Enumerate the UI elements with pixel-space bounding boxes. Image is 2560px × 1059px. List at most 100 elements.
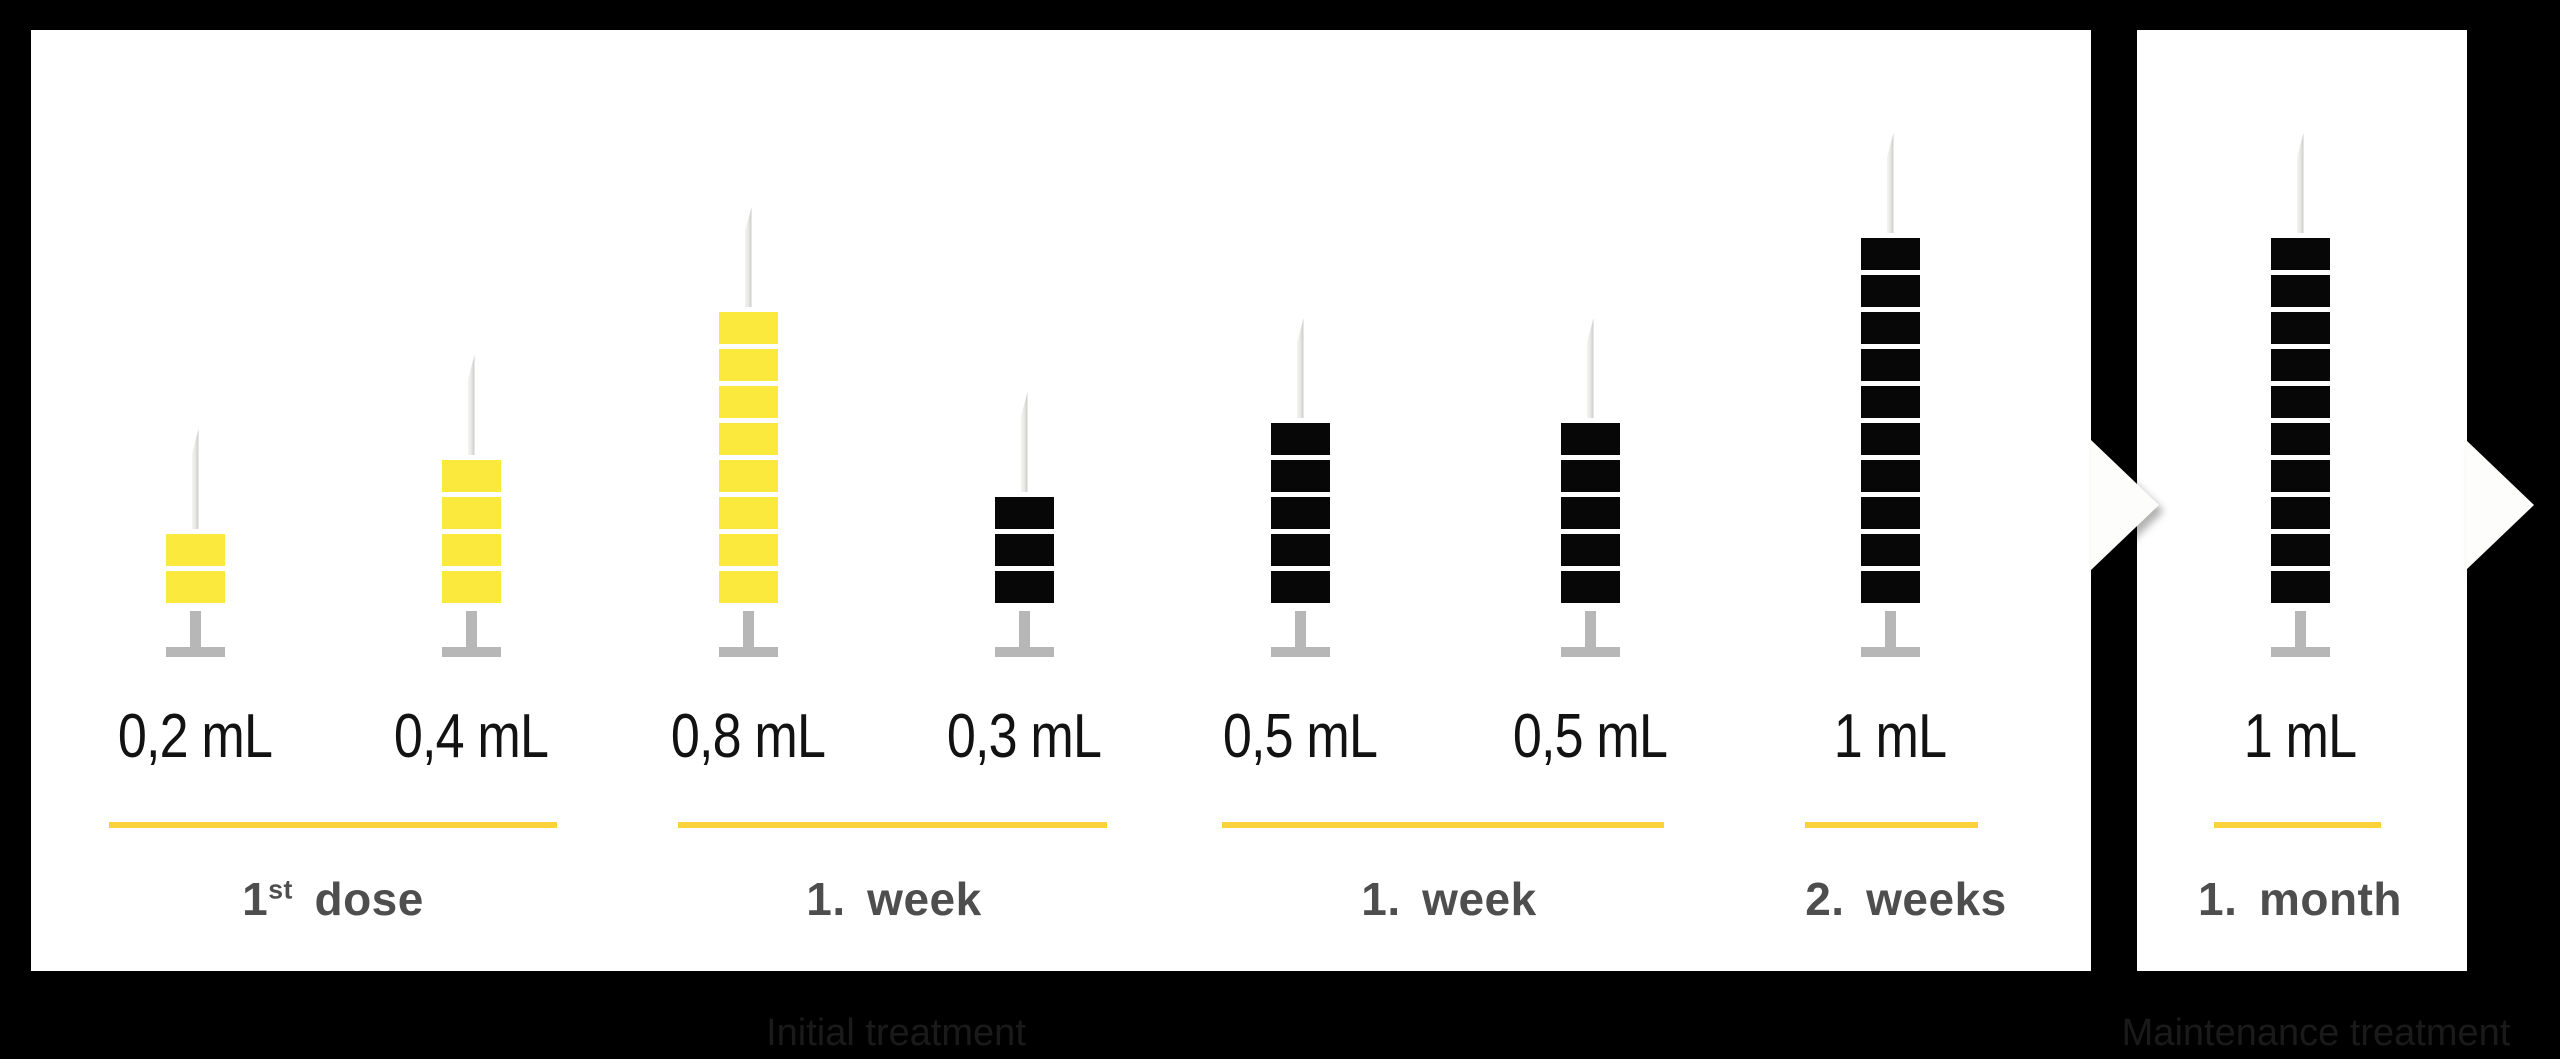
syringe [994,0,1054,657]
group-label-ordinal-suffix: st [268,874,293,905]
syringe [1560,0,1620,657]
dose-segment [441,497,501,529]
syringe-plunger-stem [465,611,477,648]
group-label-number: 2. [1805,873,1845,925]
dose-segment [1860,460,1920,492]
syringe-plunger-base [1860,647,1920,657]
dose-segment [1270,534,1330,566]
group-label-word: dose [301,873,424,925]
dose-segment [718,571,778,603]
dose-segment [1270,497,1330,529]
syringe-plunger-base [441,647,501,657]
dose-segment [1270,571,1330,603]
arrow-right-icon [2091,440,2159,570]
group-underline [678,822,1107,828]
dose-segment [1860,349,1920,381]
dose-segment [2270,497,2330,529]
dose-segment [994,534,1054,566]
dose-label: 0,5 mL [1512,702,1668,771]
group-label-word: weeks [1852,873,2007,925]
group-label-word: week [1408,873,1537,925]
dose-segment [441,460,501,492]
dose-segment [1860,423,1920,455]
dose-segment [1860,386,1920,418]
syringe-needle [1586,318,1594,418]
syringe-plunger-base [994,647,1054,657]
dose-segment [1270,423,1330,455]
dose-segment [165,571,225,603]
dose-segment [2270,275,2330,307]
syringe-plunger-base [718,647,778,657]
dose-segment [1270,460,1330,492]
syringe-plunger-stem [1018,611,1030,648]
syringe-plunger-stem [1294,611,1306,648]
syringe-plunger-stem [1884,611,1896,648]
dose-label: 0,2 mL [117,702,273,771]
syringe-plunger-stem [1584,611,1596,648]
dose-segment [1860,571,1920,603]
dose-segment [441,534,501,566]
syringe [718,0,778,657]
group-label: 1. week [644,874,1144,925]
dose-segment [1860,275,1920,307]
dose-segment [1560,534,1620,566]
group-label: 1. week [1199,874,1699,925]
dose-segment [718,497,778,529]
syringe-needle [191,429,199,529]
dose-segment [2270,349,2330,381]
dose-segment [2270,312,2330,344]
syringe [441,0,501,657]
group-label: 2. weeks [1656,874,2156,925]
dose-label: 0,8 mL [670,702,826,771]
dose-label: 0,3 mL [946,702,1102,771]
dose-segment [2270,423,2330,455]
dose-segment [1560,423,1620,455]
dose-segment [718,460,778,492]
dose-segment [441,571,501,603]
syringe-plunger-base [165,647,225,657]
dose-segment [2270,534,2330,566]
dose-segment [2270,238,2330,270]
syringe [1270,0,1330,657]
dose-segment [1560,497,1620,529]
dose-segment [1560,571,1620,603]
dose-segment [2270,386,2330,418]
dose-segment [2270,571,2330,603]
dose-segment [718,534,778,566]
group-label: 1. month [2050,874,2550,925]
syringe-plunger-base [1560,647,1620,657]
dose-label: 1 mL [1833,702,1947,771]
syringe [1860,0,1920,657]
syringe-plunger-stem [189,611,201,648]
syringe-needle [2296,133,2304,233]
dose-segment [718,312,778,344]
dose-segment [1860,497,1920,529]
group-underline [1222,822,1664,828]
dose-segment [994,497,1054,529]
dose-segment [718,423,778,455]
group-label-word: month [2245,873,2402,925]
syringe-plunger-base [2270,647,2330,657]
syringe-plunger-stem [2294,611,2306,648]
group-underline [1805,822,1978,828]
group-label-number: 1. [806,873,846,925]
dose-label: 0,5 mL [1222,702,1378,771]
group-label-word: week [853,873,982,925]
group-underline [2214,822,2381,828]
group-label-number: 1 [242,873,269,925]
dose-segment [718,349,778,381]
dose-label: 1 mL [2243,702,2357,771]
syringe-needle [1886,133,1894,233]
syringe-plunger-base [1270,647,1330,657]
syringe-needle [1296,318,1304,418]
syringe-needle [744,207,752,307]
dose-segment [994,571,1054,603]
dose-segment [1860,534,1920,566]
arrow-right-icon [2466,440,2534,570]
group-label: 1st dose [83,874,583,925]
maintenance-treatment-caption: Maintenance treatment [2121,1012,2511,1054]
dose-segment [1860,238,1920,270]
dose-label: 0,4 mL [393,702,549,771]
syringe-plunger-stem [742,611,754,648]
